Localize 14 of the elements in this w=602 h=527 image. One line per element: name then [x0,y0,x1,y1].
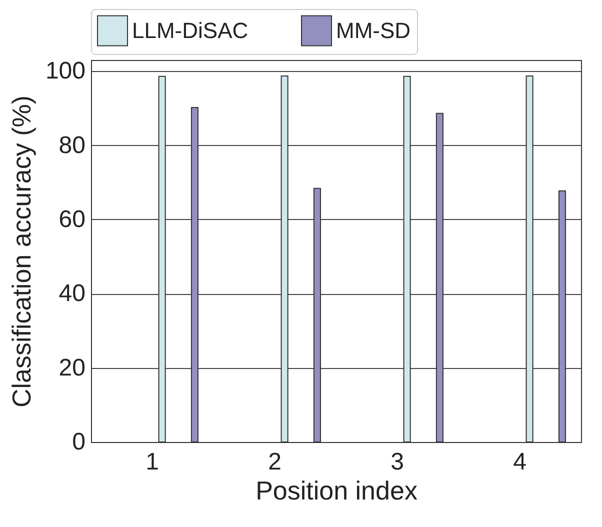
y-tick-label: 80 [58,132,86,159]
y-tick-label: 20 [58,354,86,382]
x-tick-label: 4 [513,448,526,476]
y-axis-title: Classification accuracy (%) [6,95,36,408]
y-tick-label: 0 [72,428,86,456]
x-tick-label: 1 [146,448,159,476]
legend-label: MM-SD [336,18,411,43]
y-tick-label: 40 [58,280,86,308]
y-tick-label: 60 [58,206,86,233]
x-tick-label: 2 [268,448,282,476]
x-tick-label: 3 [390,448,404,476]
x-axis-title: Position index [256,476,418,506]
legend-label: LLM-DiSAC [132,18,248,43]
y-tick-label: 100 [45,58,86,85]
